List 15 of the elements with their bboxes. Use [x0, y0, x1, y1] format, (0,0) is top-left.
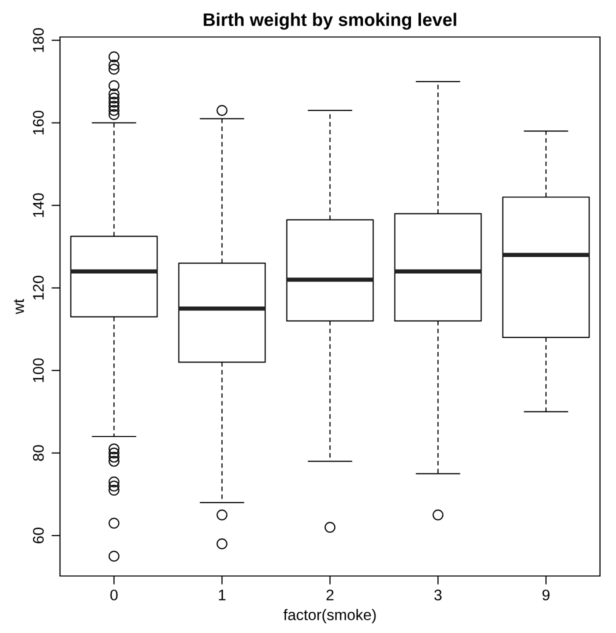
- x-tick-label: 0: [110, 590, 118, 600]
- y-tick-label: 120: [32, 276, 44, 300]
- y-tick-label: 180: [32, 28, 44, 52]
- y-tick-label: 160: [32, 110, 44, 134]
- y-tick-label: 60: [32, 528, 44, 544]
- y-axis-title: wt: [14, 298, 24, 314]
- y-tick-label: 140: [32, 193, 44, 217]
- x-tick-label: 9: [542, 590, 550, 600]
- y-tick-label: 80: [32, 445, 44, 461]
- x-axis-title: factor(smoke): [284, 608, 376, 624]
- chart-title: Birth weight by smoking level: [204, 12, 456, 30]
- x-tick-label: 2: [326, 590, 334, 600]
- x-tick-label: 1: [218, 590, 226, 600]
- y-tick-label: 100: [32, 358, 44, 382]
- x-tick-label: 3: [434, 590, 442, 600]
